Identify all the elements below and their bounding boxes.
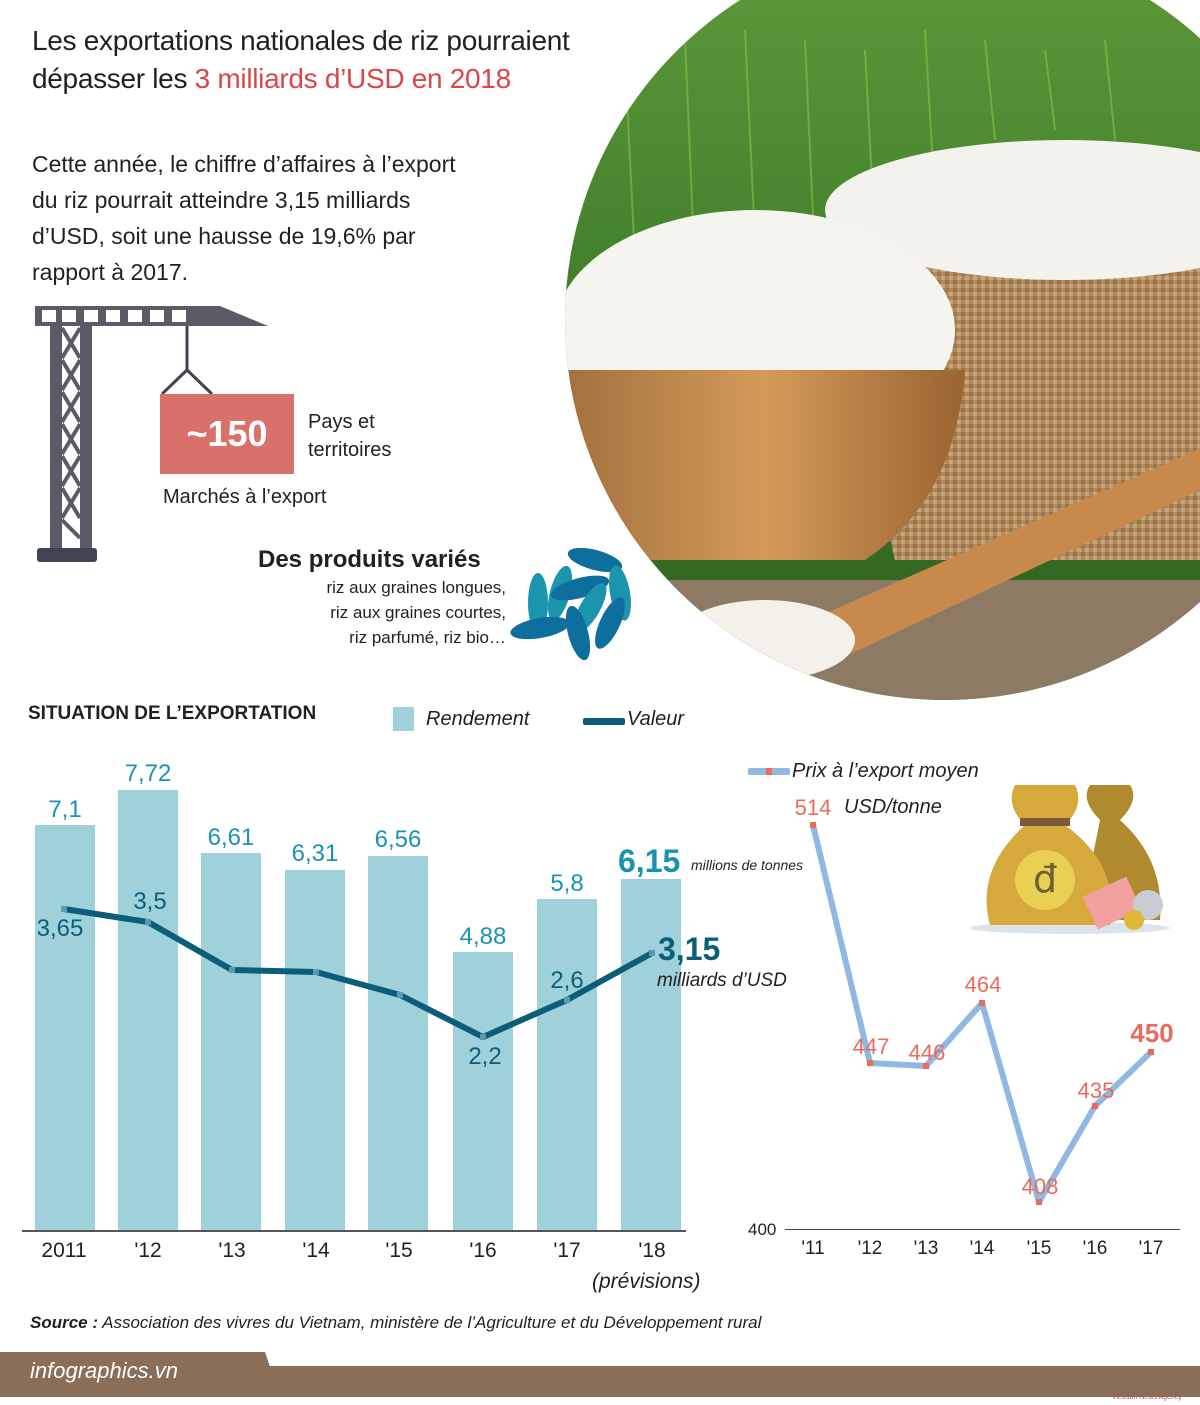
x-tick: '14 [302,1239,330,1262]
intro-line: du riz pourrait atteindre 3,15 milliards [32,187,411,213]
price-x-tick: '11 [801,1238,825,1259]
markets-label-line: Pays et [308,411,375,433]
price-x-tick: '17 [1138,1238,1164,1259]
price-x-tick: '13 [913,1238,939,1259]
rice-grains-icon [510,547,640,668]
legend-price-swatch [748,768,790,775]
source-label: Source : [30,1313,99,1332]
title-highlight: 3 milliards d’USD en 2018 [194,63,512,94]
legend-rendement-swatch [393,707,414,731]
value-label: 2,2 [468,1043,502,1070]
bar-2015 [368,856,428,1230]
source-note: Source : Association des vivres du Vietn… [30,1313,761,1333]
price-label: 464 [964,972,1002,997]
markets-count: ~150 [160,394,294,474]
price-label: 514 [794,795,832,820]
products-title: Des produits variés [258,546,481,573]
price-x-tick: '16 [1082,1238,1108,1259]
legend-valeur-swatch [583,718,625,725]
products-list: riz aux graines longues, riz aux graines… [258,575,506,650]
x-tick: '16 [469,1239,497,1262]
bar-label: 7,72 [124,760,172,787]
price-y-tick: 400 [748,1220,777,1239]
value-label: 3,65 [36,915,84,942]
forecast-note: (prévisions) [592,1270,701,1293]
bar-2014 [285,870,345,1230]
x-tick: '15 [385,1239,413,1262]
legend-price: Prix à l’export moyen [792,760,979,782]
x-tick: '17 [553,1239,581,1262]
crane-container-icon [32,298,272,573]
rice-photo [565,0,1200,700]
bar-2011 [35,825,95,1230]
bar-label: 4,88 [459,923,507,950]
volume-unit: millions de tonnes [691,857,804,873]
bar-label: 7,1 [48,796,82,823]
x-axis [22,1230,686,1232]
bar-label: 5,8 [550,870,584,897]
bar-label-2018: 6,15 [618,843,681,879]
value-label: 3,5 [133,888,167,915]
money-bag-icon: đ [970,780,1180,955]
price-label: 408 [1021,1174,1059,1199]
x-tick: '13 [218,1239,246,1262]
x-tick: 2011 [41,1239,87,1262]
bar-2017 [537,899,597,1230]
markets-subtitle: Marchés à l’export [163,486,327,508]
product-item: riz parfumé, riz bio… [349,628,506,647]
value-line [61,906,655,1040]
bar-2016 [453,952,513,1230]
export-chart-title: SITUATION DE L’EXPORTATION [28,703,317,724]
source-text: Association des vivres du Vietnam, minis… [98,1313,762,1332]
bar-2018 [621,879,681,1230]
page-title: Les exportations nationales de riz pourr… [32,22,570,98]
price-x-tick: '15 [1026,1238,1052,1259]
intro-line: rapport à 2017. [32,259,189,285]
price-x-axis [785,1229,1180,1230]
value-unit: milliards d’USD [657,970,787,991]
price-label: 446 [908,1040,946,1065]
bar-2012 [118,790,178,1230]
intro-text: Cette année, le chiffre d’affaires à l’e… [32,146,552,290]
x-tick: '12 [134,1239,162,1262]
intro-line: Cette année, le chiffre d’affaires à l’e… [32,151,456,177]
price-x-tick: '14 [969,1238,995,1259]
markets-label-line: territoires [308,439,392,461]
price-label: 447 [852,1034,890,1059]
price-line [810,822,1154,1205]
bar-label: 6,56 [374,826,422,853]
markets-label: Pays et territoires [308,408,391,464]
legend-rendement: Rendement [426,708,530,730]
bar-label: 6,31 [291,840,339,867]
title-line-2: dépasser les 3 milliards d’USD en 2018 [32,63,512,94]
price-unit: USD/tonne [844,796,942,818]
price-x-tick: '12 [857,1238,883,1259]
price-label-2017: 450 [1130,1018,1174,1048]
value-label-2018: 3,15 [658,931,721,967]
product-item: riz aux graines longues, [326,578,506,597]
footer-tab [0,1352,280,1397]
price-label: 435 [1077,1078,1115,1103]
value-label: 2,6 [550,967,584,994]
site-link[interactable]: infographics.vn [30,1358,178,1383]
bar-label: 6,61 [207,824,255,851]
title-line-1: Les exportations nationales de riz pourr… [32,25,570,56]
product-item: riz aux graines courtes, [330,603,506,622]
bar-2013 [201,853,261,1230]
intro-line: d’USD, soit une hausse de 19,6% par [32,223,416,249]
legend-valeur: Valeur [627,708,685,730]
x-tick: '18 [638,1239,666,1262]
svg-text:đ: đ [1033,857,1057,901]
